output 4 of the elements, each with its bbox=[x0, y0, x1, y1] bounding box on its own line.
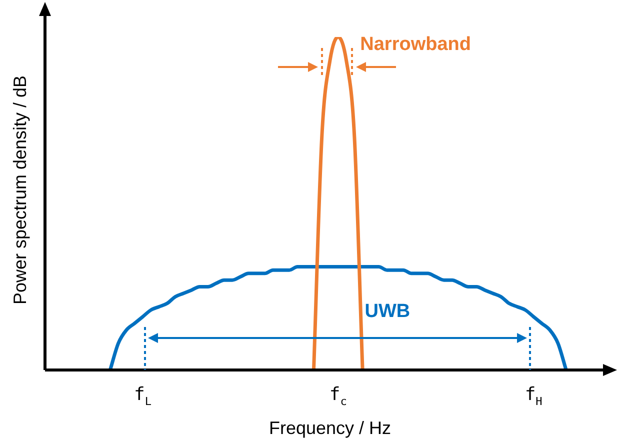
series-label: Narrowband bbox=[360, 34, 471, 56]
y-axis-title: Power spectrum density / dB bbox=[10, 75, 30, 305]
x-axis-title: Frequency / Hz bbox=[268, 418, 392, 438]
series-label: UWB bbox=[364, 301, 410, 322]
